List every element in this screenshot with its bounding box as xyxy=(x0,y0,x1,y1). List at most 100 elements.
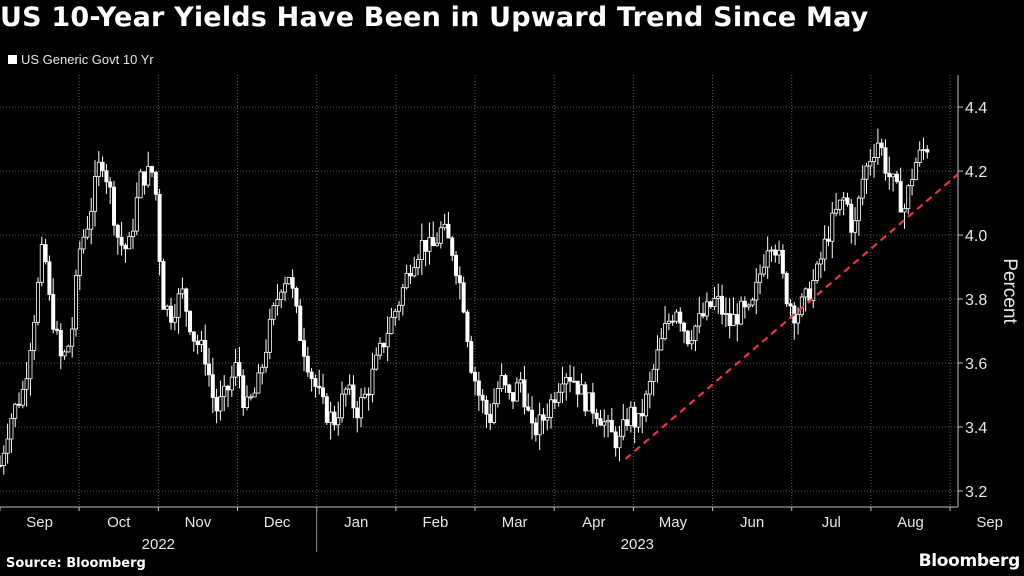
candle-body xyxy=(408,272,413,277)
candle-body xyxy=(157,193,162,262)
candle xyxy=(522,365,527,415)
candle xyxy=(112,180,117,236)
candle xyxy=(408,264,413,284)
candle xyxy=(526,393,531,412)
y-tick-label: 3.2 xyxy=(965,484,987,501)
candle xyxy=(397,300,402,321)
candle xyxy=(245,385,250,411)
candle xyxy=(910,168,915,196)
candle xyxy=(131,218,136,249)
candle xyxy=(28,342,33,396)
y-axis-title: Percent xyxy=(999,258,1020,324)
candle-body xyxy=(769,249,774,252)
candle-body xyxy=(0,464,3,467)
candle xyxy=(271,302,276,326)
candle xyxy=(503,373,508,393)
candle xyxy=(218,380,223,421)
candle-body xyxy=(138,171,143,199)
x-tick-label: Jul xyxy=(822,514,841,531)
candle-body xyxy=(750,299,755,306)
candle-body xyxy=(324,396,329,423)
candle xyxy=(796,307,801,335)
candle-body xyxy=(267,318,272,353)
candle-body xyxy=(457,275,462,284)
candle xyxy=(298,299,303,342)
candle xyxy=(682,321,687,344)
candle-body xyxy=(397,304,402,312)
candle xyxy=(89,197,94,245)
chart-title: US 10-Year Yields Have Been in Upward Tr… xyxy=(0,2,869,33)
candle-body xyxy=(678,311,683,324)
candle-body xyxy=(81,236,86,250)
candle-body xyxy=(575,380,580,395)
candle-body xyxy=(366,393,371,396)
candle-body xyxy=(226,385,231,391)
candle-body xyxy=(598,418,603,426)
candle xyxy=(62,349,67,360)
candlesticks xyxy=(0,128,930,475)
candle xyxy=(324,393,329,425)
candle xyxy=(104,163,109,194)
candle-body xyxy=(343,388,348,395)
candle xyxy=(469,335,474,375)
candle-body xyxy=(207,363,212,376)
candle xyxy=(0,455,3,468)
candle-body xyxy=(636,413,641,428)
candle-body xyxy=(628,406,633,427)
candle-body xyxy=(47,261,52,295)
x-tick-label: Jun xyxy=(740,514,764,531)
candle xyxy=(157,189,162,276)
candle xyxy=(628,401,633,433)
candle xyxy=(343,386,348,407)
candle xyxy=(727,298,732,339)
candle-body xyxy=(62,351,67,357)
candle xyxy=(355,401,360,433)
candle xyxy=(746,303,751,311)
candle xyxy=(617,425,622,462)
x-tick-label: Dec xyxy=(264,514,291,531)
candle xyxy=(305,346,310,377)
candle xyxy=(773,244,778,263)
candle xyxy=(792,301,797,340)
candle-body xyxy=(625,419,630,427)
legend-swatch xyxy=(8,55,17,64)
candle xyxy=(313,374,318,398)
candle-body xyxy=(480,394,485,401)
candle-body xyxy=(552,399,557,403)
candle-body xyxy=(321,387,326,398)
candle xyxy=(302,327,307,372)
candle xyxy=(868,149,873,176)
candle-body xyxy=(602,421,607,426)
candle xyxy=(404,264,409,290)
y-tick-label: 4.0 xyxy=(965,228,987,245)
candle-body xyxy=(492,403,497,423)
candle xyxy=(321,373,326,404)
candle-body xyxy=(385,333,390,348)
candle xyxy=(902,203,907,229)
candle xyxy=(883,139,888,181)
candle xyxy=(127,231,132,250)
candle xyxy=(191,331,196,352)
candle-body xyxy=(818,258,823,265)
candle-body xyxy=(632,406,637,428)
candle xyxy=(256,363,261,394)
candle-body xyxy=(32,321,37,351)
candle xyxy=(511,392,516,410)
candle xyxy=(765,236,770,279)
candle-body xyxy=(537,414,542,436)
x-tick-label: Feb xyxy=(423,514,449,531)
candle-body xyxy=(169,305,174,323)
candle xyxy=(606,415,611,438)
candle-body xyxy=(853,220,858,233)
candle xyxy=(723,297,728,327)
candle-body xyxy=(807,288,812,302)
candle xyxy=(636,413,641,433)
candle-body xyxy=(115,224,120,238)
candle xyxy=(613,426,618,457)
candle-body xyxy=(621,419,626,437)
candle xyxy=(286,276,291,285)
candle-body xyxy=(332,411,337,426)
candle-body xyxy=(556,391,561,403)
candle-body xyxy=(841,197,846,201)
candle xyxy=(317,369,322,395)
